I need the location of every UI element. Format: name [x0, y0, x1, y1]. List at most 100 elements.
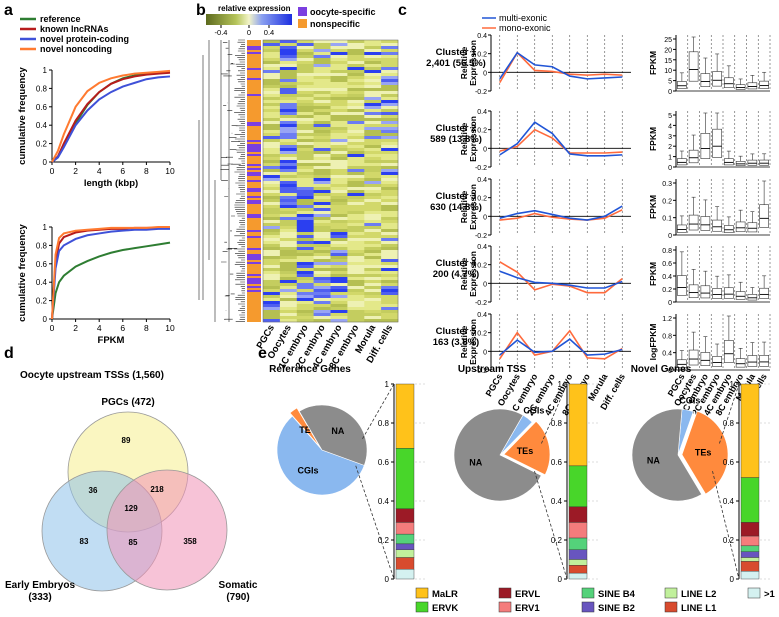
heatmap-cell	[313, 109, 331, 113]
cluster-count: 200 (4.7%)	[433, 269, 479, 280]
heatmap-cell	[279, 64, 298, 68]
heatmap-cell	[263, 220, 281, 224]
heatmap-cell	[330, 118, 348, 122]
heatmap-cell	[330, 286, 348, 290]
heatmap-cell	[296, 283, 314, 287]
box	[688, 284, 699, 299]
box	[677, 81, 687, 89]
y-tick-label: 1	[43, 66, 48, 75]
heatmap-cell	[347, 115, 365, 119]
heatmap-cell	[263, 142, 281, 146]
heatmap-cell	[279, 298, 298, 302]
sidebar-stripe	[247, 218, 261, 220]
legend-entry: ERVK	[432, 603, 458, 614]
heatmap-cell	[279, 130, 298, 134]
sidebar-stripe	[247, 42, 261, 44]
heatmap-cell	[313, 211, 331, 215]
heatmap-cell	[279, 181, 298, 185]
box-y-axis-label: FPKM	[648, 262, 658, 286]
heatmap-cell	[263, 136, 281, 140]
x-axis-label: FPKM	[98, 335, 125, 346]
mono-exonic-line	[499, 209, 623, 221]
heatmap-cell	[364, 304, 382, 308]
y-axis-label: Relative	[459, 122, 469, 155]
heatmap-cell	[364, 94, 382, 98]
heatmap-cell	[330, 94, 348, 98]
heatmap-cell	[330, 130, 348, 134]
y-tick-label: -0.2	[475, 89, 487, 96]
heatmap-cell	[263, 313, 281, 317]
heatmap-cell	[296, 262, 314, 266]
colorbar	[206, 14, 292, 25]
heatmap-cell	[330, 205, 348, 209]
heatmap-cell	[313, 97, 331, 101]
heatmap-cell	[279, 91, 298, 95]
y-tick-label: 0.4	[477, 244, 487, 251]
heatmap-cell	[263, 118, 281, 122]
heatmap-cell	[313, 127, 331, 131]
sidebar-stripe	[247, 102, 261, 104]
sidebar-stripe	[247, 196, 261, 198]
venn-count: 36	[89, 486, 98, 495]
box	[747, 294, 758, 301]
bar-y-tick-label: 1	[385, 380, 390, 389]
heatmap-cell	[296, 259, 314, 263]
heatmap-cell	[364, 259, 382, 263]
sidebar-stripe	[247, 220, 261, 222]
heatmap-cell	[279, 49, 298, 53]
sidebar-stripe	[247, 246, 261, 248]
heatmap-cell	[313, 235, 331, 239]
heatmap-cell	[279, 55, 298, 59]
sidebar-stripe	[247, 314, 261, 316]
heatmap-cell	[296, 280, 314, 284]
heatmap-cell	[330, 91, 348, 95]
heatmap-cell	[364, 280, 382, 284]
heatmap-cell	[381, 238, 399, 242]
sidebar-stripe	[247, 170, 261, 172]
heatmap-cell	[347, 145, 365, 149]
heatmap-cell	[279, 202, 298, 206]
heatmap-cell	[296, 196, 314, 200]
heatmap-cell	[263, 115, 281, 119]
heatmap-cell	[263, 256, 281, 260]
x-tick-label: 4	[97, 323, 102, 333]
heatmap-cell	[330, 268, 348, 272]
heatmap-cell	[279, 58, 298, 62]
multi-exonic-line	[499, 205, 623, 221]
heatmap-cell	[313, 106, 331, 110]
heatmap-cell	[364, 274, 382, 278]
heatmap-cell	[279, 79, 298, 83]
heatmap-cell	[347, 112, 365, 116]
heatmap-cell	[313, 277, 331, 281]
sidebar-stripe	[247, 88, 261, 90]
heatmap-cell	[347, 286, 365, 290]
y-tick-label: 0	[483, 214, 487, 221]
heatmap-cell	[296, 88, 314, 92]
heatmap-cell	[279, 256, 298, 260]
sidebar-stripe	[247, 202, 261, 204]
heatmap-cell	[279, 208, 298, 212]
pie-label: TEs	[299, 425, 316, 435]
heatmap-cell	[381, 169, 399, 173]
heatmap-cell	[279, 223, 298, 227]
heatmap-cell	[296, 139, 314, 143]
box	[677, 275, 687, 296]
bar-y-tick-label: 0.6	[723, 458, 735, 467]
y-axis-label: Expression	[468, 116, 478, 162]
heatmap-cell	[279, 313, 298, 317]
bar-y-tick-label: 0.6	[378, 458, 390, 467]
sidebar-stripe	[247, 40, 261, 42]
heatmap-cell	[381, 52, 399, 56]
heatmap-cell	[364, 292, 382, 296]
heatmap-cell	[296, 109, 314, 113]
heatmap-cell	[347, 76, 365, 80]
heatmap-cell	[279, 247, 298, 251]
heatmap-cell	[330, 253, 348, 257]
sidebar-stripe	[247, 46, 261, 48]
heatmap-cell	[263, 211, 281, 215]
box	[747, 355, 758, 367]
heatmap-cell	[296, 202, 314, 206]
sidebar-stripe	[247, 94, 261, 96]
heatmap-cell	[364, 253, 382, 257]
